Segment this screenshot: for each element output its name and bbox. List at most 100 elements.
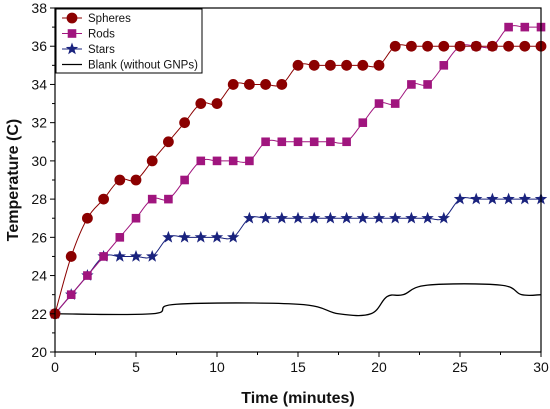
- data-point: [83, 271, 92, 280]
- x-tick-label: 15: [290, 359, 306, 375]
- data-point: [357, 59, 369, 71]
- data-point: [372, 211, 386, 224]
- series-stars: [48, 192, 548, 320]
- data-point: [358, 118, 368, 127]
- series-line: [54, 44, 541, 314]
- y-tick-label: 26: [31, 229, 47, 245]
- data-point: [162, 136, 174, 148]
- data-point: [454, 40, 466, 52]
- data-point: [146, 155, 158, 167]
- x-tick-label: 20: [371, 359, 387, 375]
- data-point: [179, 117, 191, 129]
- data-point: [356, 211, 369, 224]
- legend-label: Blank (without GNPs): [88, 60, 198, 72]
- data-point: [342, 137, 351, 147]
- data-point: [308, 211, 321, 224]
- data-point: [130, 174, 142, 186]
- data-point: [407, 80, 416, 89]
- series-spheres: [49, 40, 547, 320]
- data-point: [211, 98, 223, 109]
- data-point: [373, 59, 385, 71]
- y-tick-label: 36: [31, 38, 47, 54]
- data-point: [470, 40, 482, 52]
- y-tick-label: 30: [31, 153, 47, 169]
- data-point: [66, 290, 76, 299]
- x-tick-label: 30: [533, 359, 549, 375]
- data-point: [502, 192, 515, 205]
- data-point: [308, 59, 320, 71]
- data-point: [212, 156, 222, 166]
- legend-marker: [65, 42, 79, 55]
- y-tick-label: 24: [31, 268, 47, 284]
- legend-label: Stars: [88, 44, 115, 56]
- legend-item: Stars: [62, 42, 115, 56]
- data-point: [196, 156, 206, 166]
- x-tick-label: 0: [51, 359, 59, 375]
- x-tick-label: 10: [209, 359, 225, 375]
- y-axis-title: Temperature (C): [5, 119, 22, 241]
- y-tick-label: 38: [31, 0, 47, 16]
- legend-label: Spheres: [88, 13, 131, 25]
- data-point: [194, 230, 207, 243]
- data-point: [129, 249, 143, 262]
- data-point: [437, 211, 450, 224]
- data-point: [324, 211, 337, 224]
- data-point: [389, 40, 401, 52]
- data-point: [261, 137, 270, 147]
- data-point: [520, 22, 530, 32]
- data-point: [438, 40, 450, 52]
- data-point: [259, 211, 272, 224]
- y-tick-label: 22: [31, 306, 47, 322]
- data-point: [390, 99, 400, 108]
- data-point: [227, 79, 239, 90]
- data-point: [389, 211, 402, 224]
- data-point: [470, 192, 483, 205]
- data-point: [519, 40, 531, 52]
- legend-box: [55, 8, 203, 74]
- data-point: [439, 61, 449, 70]
- axes-layer: 0 5 10 15 20 25 30 20 22 24 26 28 30 32 34 36 38: [31, 0, 549, 375]
- series-blank-without-gnps: [54, 283, 542, 317]
- data-point: [504, 22, 513, 32]
- data-point: [243, 211, 256, 224]
- data-point: [340, 211, 353, 224]
- data-point: [228, 156, 238, 166]
- data-point: [98, 193, 109, 205]
- series-line: [54, 283, 542, 317]
- legend-item: Rods: [62, 29, 115, 41]
- data-point: [180, 175, 189, 185]
- data-point: [486, 192, 499, 205]
- data-point: [162, 230, 175, 243]
- data-point: [503, 40, 515, 52]
- data-point: [276, 79, 288, 90]
- y-tick-label: 32: [31, 115, 47, 131]
- data-point: [131, 213, 141, 223]
- legend-marker: [67, 29, 77, 38]
- data-point: [405, 40, 417, 52]
- data-point: [243, 79, 255, 90]
- data-point: [486, 40, 498, 52]
- data-point: [405, 211, 418, 224]
- data-point: [293, 137, 303, 147]
- y-tick-label: 28: [31, 191, 47, 207]
- data-point: [164, 194, 173, 204]
- legend-label: Rods: [88, 29, 115, 41]
- data-point: [423, 80, 432, 89]
- legend: Spheres Rods Stars Blank (without GNPs): [55, 8, 203, 74]
- data-point: [260, 79, 272, 90]
- legend-item: Blank (without GNPs): [62, 60, 198, 72]
- data-point: [115, 233, 125, 242]
- data-point: [277, 137, 287, 147]
- y-tick-label: 20: [31, 344, 47, 360]
- data-point: [292, 59, 304, 71]
- data-point: [146, 249, 159, 262]
- x-tick-label: 25: [452, 359, 468, 375]
- data-point: [210, 230, 224, 243]
- data-point: [326, 137, 335, 147]
- data-point: [113, 249, 126, 262]
- data-point: [147, 194, 157, 204]
- data-point: [374, 99, 384, 108]
- x-tick-label: 5: [132, 359, 140, 375]
